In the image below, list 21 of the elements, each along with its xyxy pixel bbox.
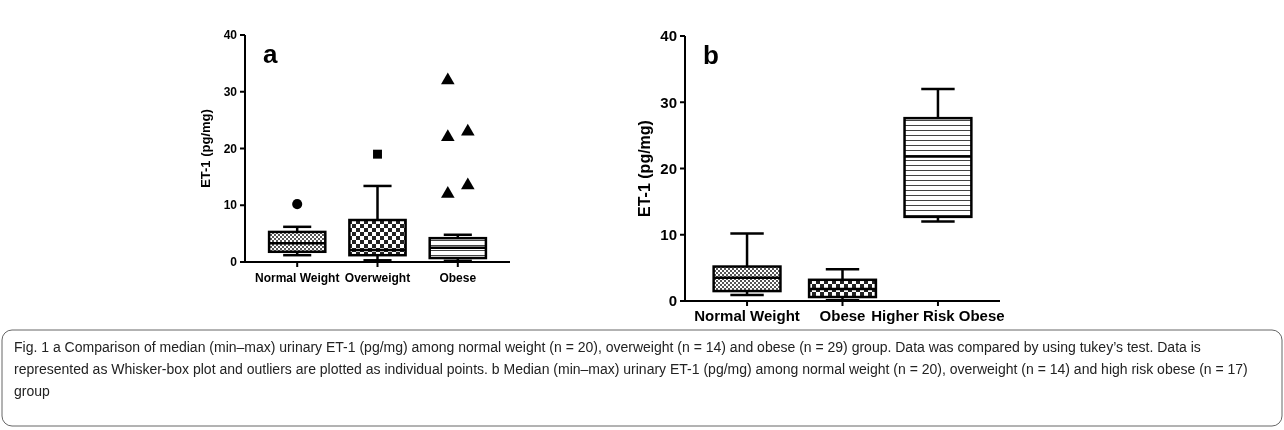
x-tick-label: Normal Weight xyxy=(254,271,340,285)
y-tick-label: 20 xyxy=(223,141,238,156)
y-tick-label: 40 xyxy=(660,27,677,45)
x-tick-label: Obese xyxy=(439,271,477,285)
y-tick-label: 10 xyxy=(660,226,677,243)
chart-title: a xyxy=(263,39,278,69)
y-tick-label: 10 xyxy=(223,198,238,213)
y-tick-label: 0 xyxy=(230,255,238,270)
y-tick-label: 40 xyxy=(223,28,238,43)
y-tick-label: 20 xyxy=(660,159,677,177)
y-tick-label: 0 xyxy=(668,292,677,310)
x-tick-label: Higher Risk Obese xyxy=(871,307,1005,324)
x-tick-label: Obese xyxy=(819,307,866,324)
y-tick-label: 30 xyxy=(660,93,677,111)
x-tick-label: Overweight xyxy=(344,271,411,285)
chart-title: b xyxy=(703,40,719,70)
caption: Fig. 1 a Comparison of median (min–max) urinary ET-1 (pg/mg) among normal weight (n = 20), overweight (n = 14) and obese (n = 29) group. Data was compared by using tukey’s test. Data is represented as Whisker-box plot and outliers are plotted as individual points. b Median (min–max) urinary ET-1 (pg/mg) among normal weight (n = 20), overweight (n = 14) and high risk obese (n = 17) group xyxy=(14,338,1249,401)
y-axis-title: ET-1 (pg/mg) xyxy=(198,109,213,188)
y-tick-label: 30 xyxy=(223,84,238,99)
x-tick-label: Normal Weight xyxy=(694,307,800,324)
y-axis-title: ET-1 (pg/mg) xyxy=(636,120,653,217)
